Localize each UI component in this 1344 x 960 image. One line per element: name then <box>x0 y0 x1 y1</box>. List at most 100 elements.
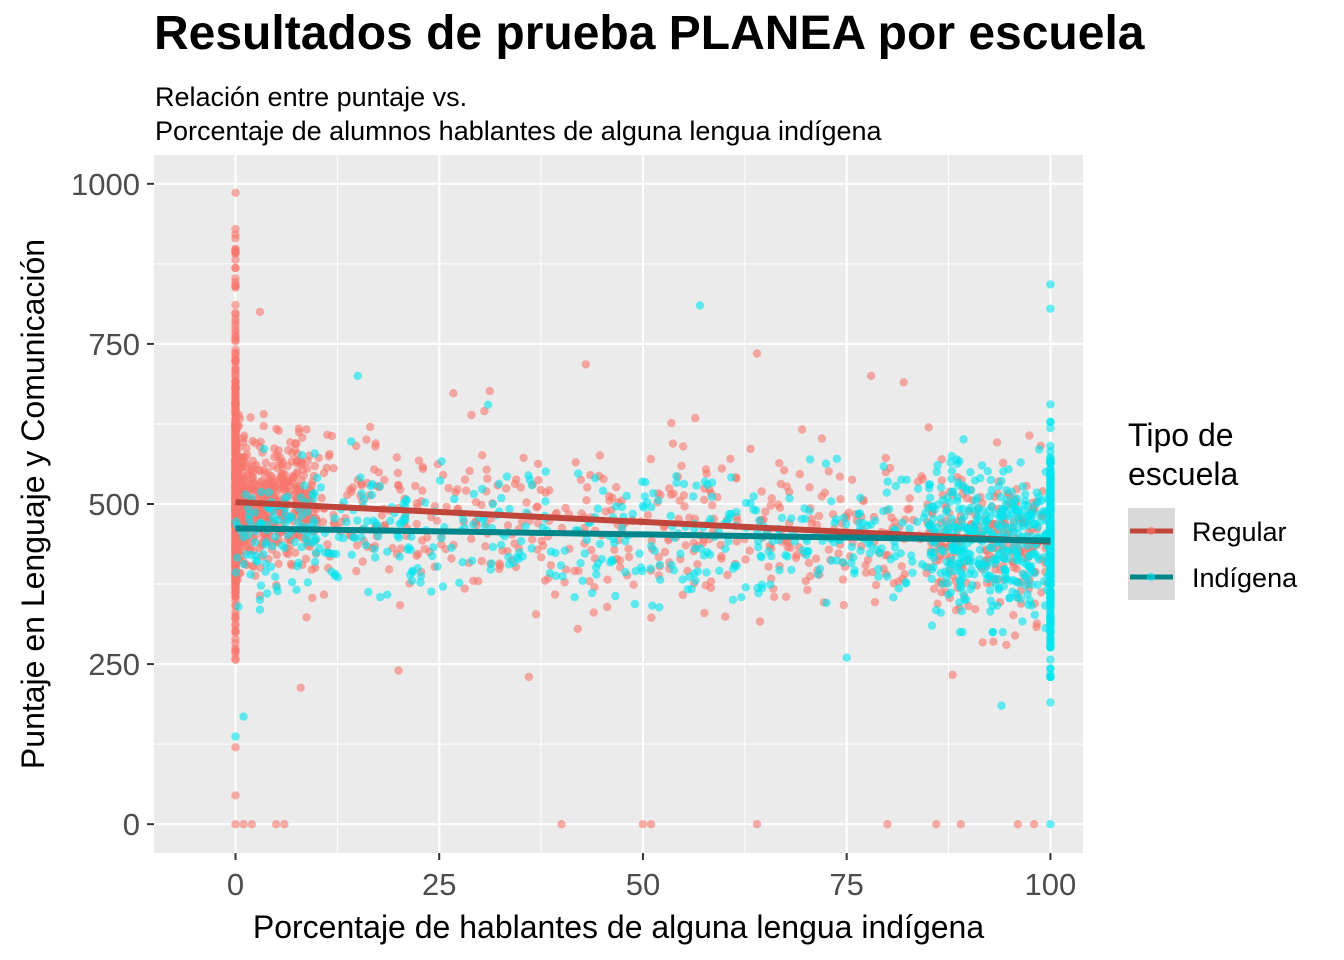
point-regular <box>746 444 755 454</box>
point-regular <box>732 537 741 546</box>
point-indigena <box>955 546 964 555</box>
point-indigena <box>927 574 936 584</box>
point-indigena <box>257 487 266 497</box>
point-indigena <box>1033 580 1043 590</box>
point-regular <box>978 638 987 647</box>
point-indigena <box>363 516 372 526</box>
point-indigena <box>847 542 856 552</box>
point-indigena <box>646 564 655 573</box>
point-indigena <box>383 590 392 599</box>
point-indigena <box>404 543 413 552</box>
point-regular <box>461 486 471 495</box>
point-regular <box>814 511 824 521</box>
point-indigena <box>883 477 892 486</box>
point-regular <box>866 371 876 381</box>
point-indigena <box>551 548 560 558</box>
point-indigena <box>705 550 715 559</box>
point-regular <box>546 561 556 570</box>
point-regular <box>838 575 848 584</box>
point-indigena <box>313 473 322 483</box>
point-regular <box>303 456 312 466</box>
point-regular <box>478 451 487 460</box>
point-indigena <box>518 552 527 561</box>
point-regular <box>971 605 980 614</box>
point-regular <box>231 471 241 480</box>
point-regular <box>570 566 579 576</box>
point-indigena <box>234 602 243 611</box>
point-indigena <box>1012 511 1022 520</box>
point-indigena <box>1046 493 1055 502</box>
point-indigena <box>268 542 277 551</box>
point-regular <box>890 517 900 527</box>
point-indigena <box>324 548 333 558</box>
point-indigena <box>636 563 646 572</box>
point-regular <box>418 486 427 495</box>
point-indigena <box>407 576 417 585</box>
point-regular <box>717 464 727 473</box>
point-indigena <box>849 553 858 562</box>
point-indigena <box>395 552 404 561</box>
point-regular <box>839 600 848 610</box>
point-regular <box>905 504 914 513</box>
point-regular <box>761 507 770 516</box>
point-indigena <box>450 494 459 504</box>
point-regular <box>302 613 311 622</box>
point-regular <box>781 592 791 601</box>
point-regular <box>646 820 656 829</box>
point-regular <box>741 555 750 564</box>
point-regular <box>319 468 329 478</box>
trend-line-indigena <box>235 525 1051 544</box>
point-regular <box>298 433 307 442</box>
point-indigena <box>936 514 945 523</box>
point-indigena <box>672 478 681 487</box>
point-indigena <box>361 540 371 550</box>
point-regular <box>784 538 793 547</box>
point-regular <box>231 255 240 264</box>
point-regular <box>474 576 483 586</box>
point-regular <box>803 585 812 595</box>
point-regular <box>302 425 311 434</box>
point-regular <box>643 511 652 520</box>
point-regular <box>528 535 537 544</box>
legend-label: Regular <box>1192 517 1287 547</box>
point-indigena <box>751 506 761 515</box>
point-indigena <box>721 544 730 553</box>
point-regular <box>231 358 240 367</box>
point-indigena <box>494 479 504 489</box>
point-regular <box>522 498 531 507</box>
point-regular <box>766 501 775 510</box>
point-indigena <box>266 562 276 572</box>
point-regular <box>933 599 942 608</box>
point-regular <box>231 188 240 197</box>
point-indigena <box>570 593 579 602</box>
point-indigena <box>281 509 290 519</box>
point-indigena <box>330 514 339 523</box>
point-indigena <box>416 578 425 587</box>
point-regular <box>937 476 946 485</box>
legend-key-background <box>1128 508 1175 600</box>
point-indigena <box>874 572 883 581</box>
legend-key-point <box>1146 526 1156 536</box>
point-regular <box>540 576 550 585</box>
point-regular <box>603 602 612 612</box>
point-indigena <box>1024 562 1034 572</box>
point-indigena <box>251 551 260 560</box>
point-indigena <box>715 566 724 575</box>
point-regular <box>280 470 290 479</box>
point-regular <box>668 439 678 448</box>
point-regular <box>231 345 240 354</box>
point-indigena <box>970 476 980 485</box>
point-regular <box>231 628 240 637</box>
point-regular <box>294 424 304 433</box>
point-regular <box>1010 631 1020 640</box>
x-tick-label: 50 <box>626 867 660 902</box>
point-indigena <box>1046 527 1055 536</box>
point-regular <box>723 570 732 580</box>
point-indigena <box>821 459 831 468</box>
point-regular <box>365 422 375 432</box>
point-indigena <box>1018 482 1027 491</box>
point-indigena <box>241 490 250 499</box>
point-regular <box>251 439 260 448</box>
point-indigena <box>727 473 736 482</box>
